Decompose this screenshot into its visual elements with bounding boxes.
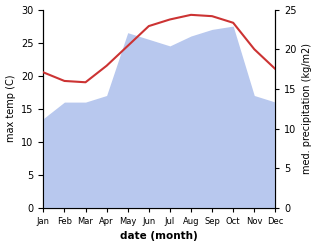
- Y-axis label: max temp (C): max temp (C): [5, 75, 16, 143]
- Y-axis label: med. precipitation (kg/m2): med. precipitation (kg/m2): [302, 43, 313, 174]
- X-axis label: date (month): date (month): [121, 231, 198, 242]
